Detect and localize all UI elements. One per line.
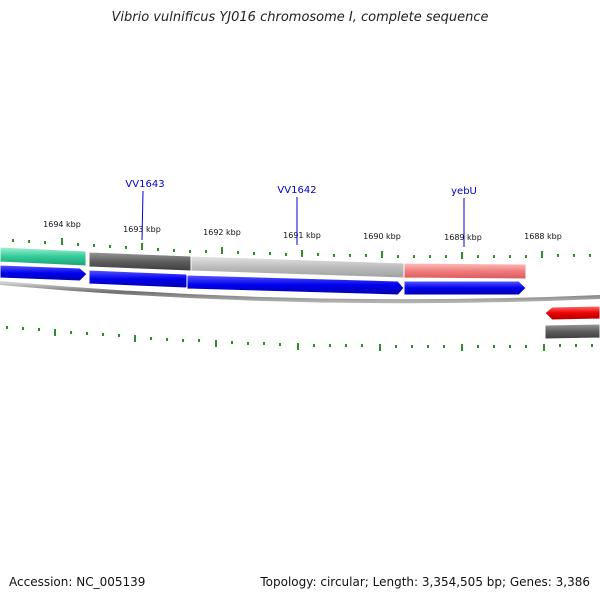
gene-leader-vv1643: [141, 190, 144, 241]
lower-ruler-ticks: [6, 326, 593, 351]
gene-labels: VV1643 VV1642 yebU: [125, 179, 477, 247]
ruler-labels: 1694 kbp 1693 kbp 1692 kbp 1691 kbp 1690…: [43, 220, 562, 242]
pink-feature: [403, 262, 527, 280]
dark-grey-feature: [88, 251, 192, 272]
tick-label-1689: 1689 kbp: [444, 233, 482, 242]
tick-label-1690: 1690 kbp: [363, 232, 401, 241]
accession-text: Accession: NC_005139: [9, 575, 146, 589]
tick-label-1688: 1688 kbp: [524, 232, 562, 241]
chromosome-backbone: [0, 281, 600, 304]
map-title: Vibrio vulnificus YJ016 chromosome I, co…: [111, 10, 489, 25]
cds-arrow-1: [0, 264, 88, 282]
gene-label-vv1642: VV1642: [277, 185, 316, 196]
cds-track: [0, 264, 527, 296]
cds-arrow-2: [88, 269, 194, 289]
tick-label-1692: 1692 kbp: [203, 228, 241, 237]
gene-label-yebu: yebU: [451, 186, 477, 197]
tick-label-1691: 1691 kbp: [283, 231, 321, 240]
cds-arrow-4: [403, 280, 527, 296]
light-grey-feature: [190, 255, 405, 279]
feature-track: [0, 246, 527, 280]
upper-ruler-ticks: [12, 238, 591, 259]
summary-text: Topology: circular; Length: 3,354,505 bp…: [260, 575, 590, 589]
cds-arrow-3: [186, 274, 405, 296]
reverse-track: [544, 305, 600, 340]
teal-feature: [0, 246, 87, 267]
gene-label-vv1643: VV1643: [125, 179, 164, 190]
reverse-grey-feature: [544, 323, 600, 340]
red-feature: [544, 305, 600, 321]
tick-label-1694: 1694 kbp: [43, 220, 81, 229]
